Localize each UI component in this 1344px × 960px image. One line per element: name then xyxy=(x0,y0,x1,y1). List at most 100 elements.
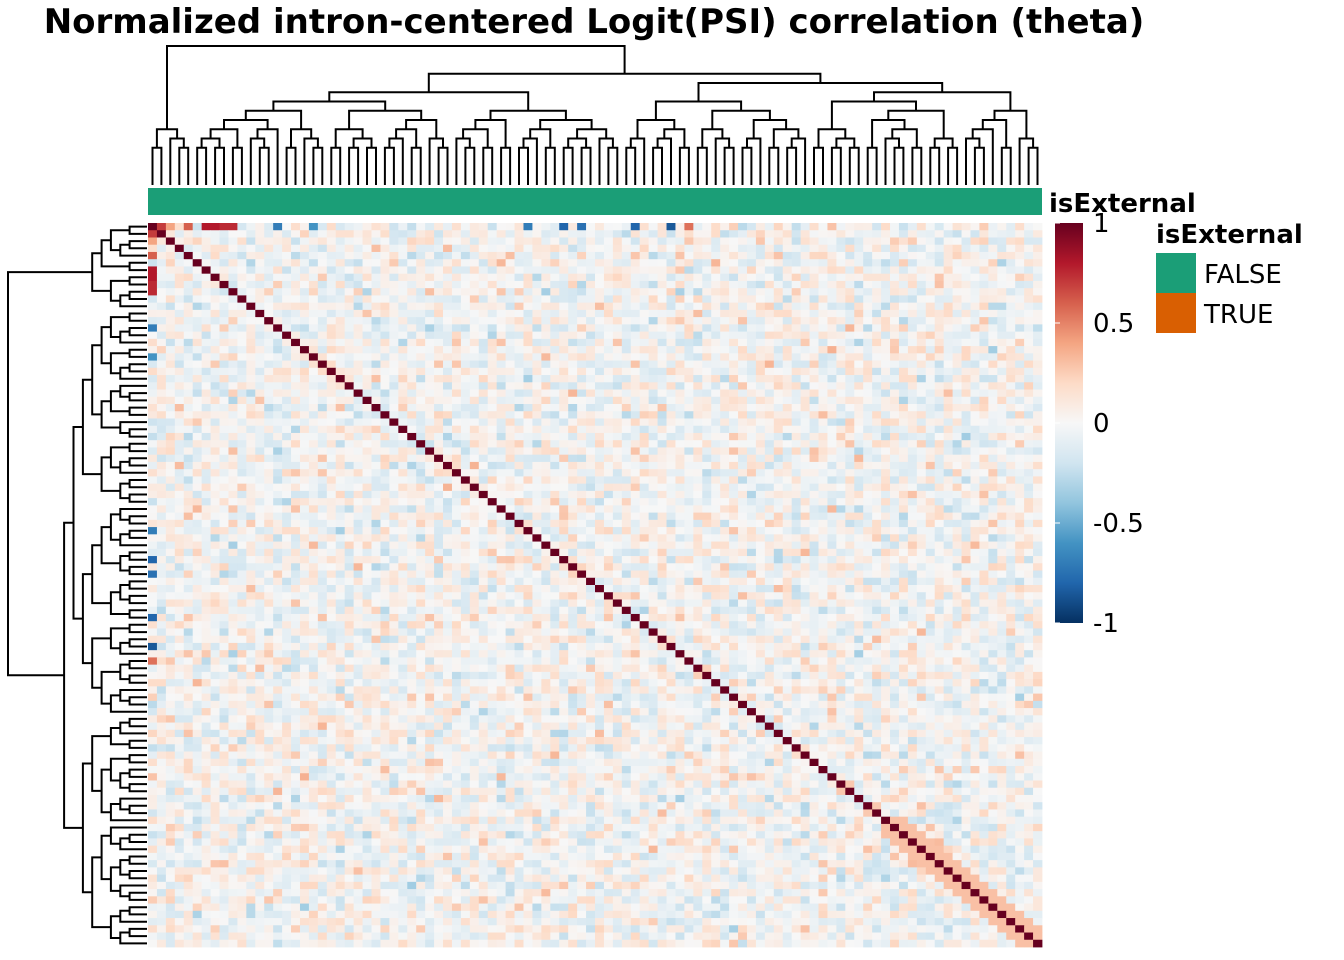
heatmap-cell xyxy=(675,512,685,521)
heatmap-cell xyxy=(702,230,712,238)
heatmap-cell xyxy=(174,244,185,253)
heatmap-cell xyxy=(836,541,846,550)
heatmap-cell xyxy=(630,302,641,311)
heatmap-cell xyxy=(764,382,775,390)
heatmap-cell xyxy=(174,280,185,289)
heatmap-cell xyxy=(156,302,167,311)
heatmap-cell xyxy=(952,266,962,275)
heatmap-cell xyxy=(174,534,185,542)
heatmap-cell xyxy=(282,490,292,499)
heatmap-cell xyxy=(264,367,274,376)
heatmap-cell xyxy=(863,237,873,246)
heatmap-cell xyxy=(469,288,480,296)
heatmap-cell xyxy=(183,324,194,332)
heatmap-cell xyxy=(809,440,819,448)
heatmap-cell xyxy=(478,411,489,419)
heatmap-cell xyxy=(407,396,417,405)
heatmap-cell xyxy=(800,548,810,557)
heatmap-cell xyxy=(675,259,685,267)
heatmap-cell xyxy=(416,505,426,513)
heatmap-cell xyxy=(809,259,819,267)
heatmap-cell xyxy=(451,541,462,550)
heatmap-cell xyxy=(764,534,775,542)
heatmap-cell xyxy=(523,273,533,282)
heatmap-cell xyxy=(389,425,399,434)
heatmap-cell xyxy=(603,556,614,564)
heatmap-cell xyxy=(702,223,712,231)
heatmap-cell xyxy=(693,266,703,275)
heatmap-cell xyxy=(970,251,980,260)
heatmap-cell xyxy=(746,476,757,485)
heatmap-cell xyxy=(925,541,936,550)
heatmap-cell xyxy=(1024,223,1034,231)
heatmap-cell xyxy=(308,280,319,289)
heatmap-cell xyxy=(684,360,694,369)
heatmap-cell xyxy=(881,244,891,253)
heatmap-cell xyxy=(165,288,176,296)
heatmap-cell xyxy=(943,338,953,347)
heatmap-cell xyxy=(1006,454,1016,463)
heatmap-cell xyxy=(1024,259,1034,267)
heatmap-cell xyxy=(407,519,417,528)
heatmap-cell xyxy=(559,266,569,275)
heatmap-cell xyxy=(1024,230,1034,238)
heatmap-cell xyxy=(273,534,283,542)
heatmap-cell xyxy=(630,541,641,550)
heatmap-cell xyxy=(693,440,703,448)
heatmap-cell xyxy=(836,266,846,275)
heatmap-cell xyxy=(282,223,292,231)
heatmap-cell xyxy=(255,309,265,318)
heatmap-cell xyxy=(738,418,748,427)
heatmap-cell xyxy=(836,302,846,311)
heatmap-cell xyxy=(577,483,587,492)
heatmap-cell xyxy=(541,251,551,260)
heatmap-cell xyxy=(809,346,819,354)
heatmap-cell xyxy=(675,483,685,492)
heatmap-cell xyxy=(469,251,480,260)
heatmap-cell xyxy=(979,273,989,282)
heatmap-cell xyxy=(943,418,953,427)
heatmap-cell xyxy=(782,498,793,506)
heatmap-cell xyxy=(997,230,1007,238)
row-dendrogram-branch xyxy=(119,243,147,257)
heatmap-cell xyxy=(308,273,319,282)
heatmap-cell xyxy=(299,353,310,361)
heatmap-cell xyxy=(630,266,641,275)
heatmap-cell xyxy=(362,512,372,521)
heatmap-cell xyxy=(201,302,211,311)
heatmap-cell xyxy=(210,461,220,470)
heatmap-cell xyxy=(738,505,748,513)
heatmap-cell xyxy=(443,548,453,557)
heatmap-cell xyxy=(720,490,730,499)
heatmap-cell xyxy=(738,440,748,448)
heatmap-cell xyxy=(791,476,802,485)
heatmap-cell xyxy=(925,346,936,354)
heatmap-cell xyxy=(890,338,900,347)
heatmap-cell xyxy=(434,382,444,390)
heatmap-cell xyxy=(425,425,435,434)
heatmap-cell xyxy=(291,476,301,485)
heatmap-cell xyxy=(595,288,605,296)
heatmap-cell xyxy=(496,440,506,448)
heatmap-cell xyxy=(434,534,444,542)
column-dendrogram-branch xyxy=(830,100,917,130)
heatmap-cell xyxy=(416,534,426,542)
heatmap-cell xyxy=(782,447,793,456)
heatmap-cell xyxy=(854,563,864,571)
heatmap-cell xyxy=(595,331,605,340)
heatmap-cell xyxy=(496,498,506,506)
heatmap-cell xyxy=(550,527,560,535)
heatmap-cell xyxy=(335,375,346,383)
heatmap-cell xyxy=(416,309,426,318)
heatmap-cell xyxy=(550,505,560,513)
heatmap-cell xyxy=(1015,251,1025,260)
heatmap-cell xyxy=(845,498,855,506)
heatmap-cell xyxy=(1006,266,1016,275)
heatmap-cell xyxy=(943,382,953,390)
heatmap-cell xyxy=(970,273,980,282)
heatmap-cell xyxy=(630,469,641,477)
heatmap-cell xyxy=(818,527,828,535)
heatmap-cell xyxy=(156,563,167,571)
heatmap-cell xyxy=(559,483,569,492)
heatmap-cell xyxy=(371,483,381,492)
